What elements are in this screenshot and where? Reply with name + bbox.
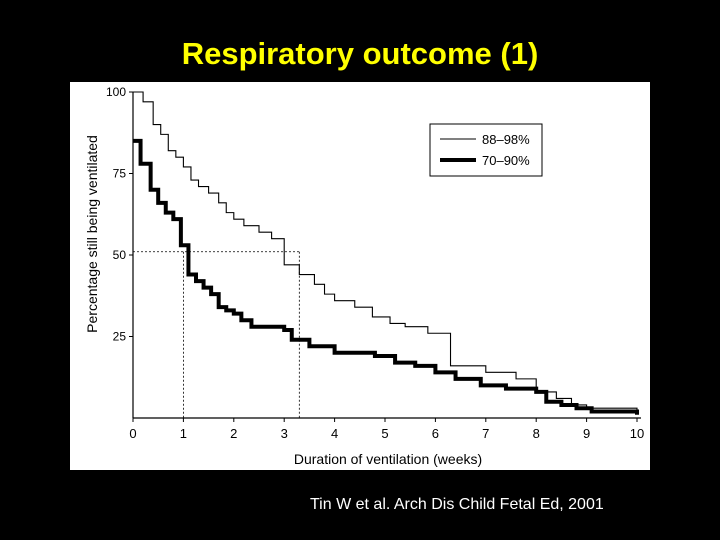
x-tick-label: 2 xyxy=(230,426,237,441)
legend-label: 88–98% xyxy=(482,132,530,147)
y-axis-label: Percentage still being ventilated xyxy=(84,135,100,333)
citation: Tin W et al. Arch Dis Child Fetal Ed, 20… xyxy=(310,496,604,513)
x-tick-label: 6 xyxy=(432,426,439,441)
legend-label: 70–90% xyxy=(482,153,530,168)
x-tick-label: 10 xyxy=(630,426,644,441)
chart-panel: 0 1 2 3 4 5 6 7 8 9 10 25 50 75 100 88–98% 70–90% Perce… xyxy=(70,82,650,470)
y-tick-label: 50 xyxy=(113,248,127,262)
x-tick-label: 9 xyxy=(583,426,590,441)
x-tick-label: 5 xyxy=(381,426,388,441)
x-tick-label: 8 xyxy=(533,426,540,441)
survival-step-chart: 0 1 2 3 4 5 6 7 8 9 10 25 50 75 100 88–98% 70–90% Perce… xyxy=(84,85,644,467)
series-line-thick xyxy=(133,138,639,415)
legend-box xyxy=(429,123,543,177)
chart-axes xyxy=(129,91,641,422)
slide-title: Respiratory outcome (1) xyxy=(181,36,539,71)
y-tick-label: 75 xyxy=(113,167,127,181)
x-tick-label: 7 xyxy=(482,426,489,441)
x-tick-label: 3 xyxy=(281,426,288,441)
x-tick-label: 1 xyxy=(180,426,187,441)
reference-lines xyxy=(133,251,300,418)
y-tick-label: 25 xyxy=(113,330,127,344)
x-axis-label: Duration of ventilation (weeks) xyxy=(294,451,482,467)
y-tick-label: 100 xyxy=(106,85,126,99)
x-tick-label: 4 xyxy=(331,426,338,441)
series-line-thin xyxy=(133,91,638,412)
series-lines xyxy=(133,91,639,415)
legend: 88–98% 70–90% xyxy=(429,123,543,177)
tick-labels: 0 1 2 3 4 5 6 7 8 9 10 25 50 75 100 xyxy=(106,85,644,441)
x-tick-label: 0 xyxy=(129,426,136,441)
